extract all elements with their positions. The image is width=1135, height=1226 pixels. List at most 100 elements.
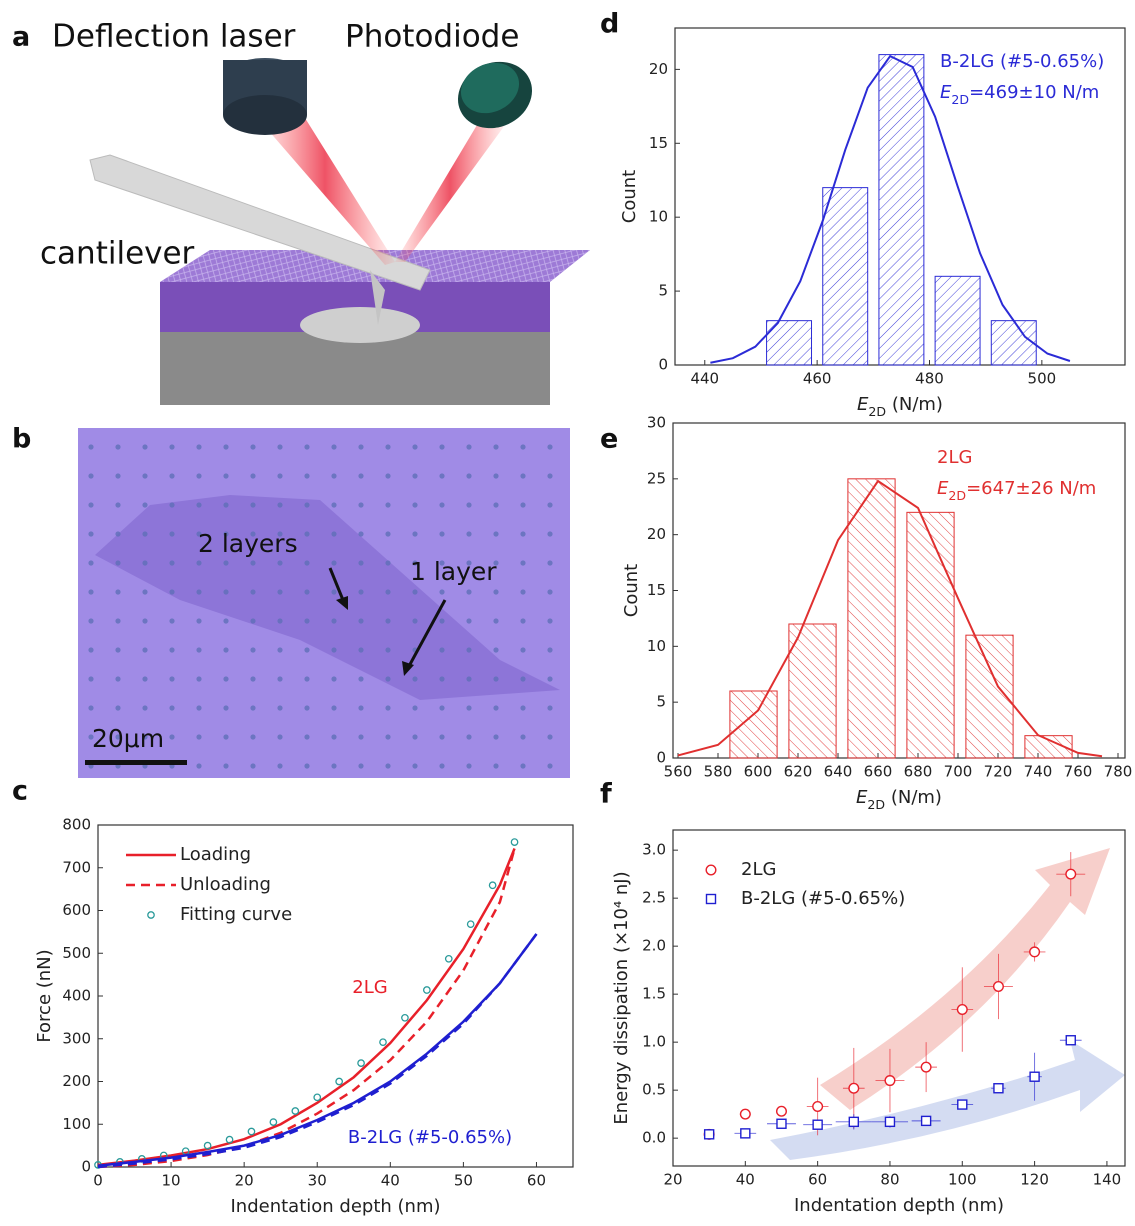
y-tick-label: 300: [62, 1029, 91, 1047]
illustration-label: cantilever: [40, 236, 195, 272]
y-tick-label: 800: [62, 816, 91, 834]
panel-label: c: [12, 776, 28, 807]
x-tick-label: 80: [880, 1171, 899, 1189]
illustration-label: Deflection laser: [52, 19, 296, 55]
panel-label: e: [600, 424, 618, 455]
y-axis-label: Energy dissipation (×10⁴ nJ): [611, 871, 632, 1124]
x-tick-label: 40: [381, 1172, 400, 1190]
trend-arrow: [770, 1040, 1125, 1160]
label-part: E: [857, 394, 869, 415]
x-tick-label: 60: [808, 1171, 827, 1189]
y-tick-label: 10: [649, 208, 668, 226]
axis-label: E2D=647±26 N/m: [937, 478, 1096, 503]
x-tick-label: 740: [1024, 763, 1053, 781]
y-tick-label: 2.0: [642, 937, 666, 955]
fit-curve: [677, 479, 1103, 758]
legend-label: B-2LG (#5-0.65%): [741, 888, 905, 909]
y-tick-label: 10: [647, 637, 666, 655]
marker: [956, 1004, 968, 1016]
y-tick-label: 25: [647, 469, 666, 487]
plot-frame: [97, 824, 574, 1168]
marker: [920, 1061, 932, 1073]
legend-label: 2LG: [741, 859, 776, 880]
marker: [269, 1118, 278, 1126]
y-tick-label: 0: [81, 1158, 91, 1176]
marker: [466, 920, 475, 929]
y-tick-label: 0.0: [642, 1129, 666, 1147]
x-tick-label: 120: [1020, 1171, 1049, 1189]
histogram-bar: [878, 54, 925, 366]
series-line: [97, 933, 538, 1169]
panel-label: a: [12, 22, 30, 53]
marker: [812, 1100, 824, 1112]
y-axis-label: Force (nN): [34, 949, 55, 1042]
histogram-bar: [788, 623, 837, 759]
trend-arrow: [820, 848, 1110, 1110]
marker: [848, 1082, 860, 1094]
label-part: E: [856, 787, 868, 808]
marker: [812, 1119, 823, 1130]
marker: [291, 1107, 300, 1115]
y-axis-label: Count: [619, 170, 640, 223]
label-part: 2D: [868, 404, 886, 419]
histogram-bar: [822, 187, 869, 366]
label-part: 2D: [867, 797, 885, 812]
illustration-label: Photodiode: [345, 19, 519, 55]
marker: [776, 1118, 787, 1129]
x-tick-label: 560: [664, 763, 693, 781]
y-tick-label: 30: [647, 414, 666, 432]
x-axis-label: Indentation depth (nm): [794, 1195, 1004, 1216]
series-line: [97, 848, 516, 1167]
annotation: 2LG: [352, 977, 387, 998]
x-tick-label: 480: [915, 370, 944, 388]
label-part: 2D: [951, 92, 969, 107]
legend-label: Loading: [180, 844, 251, 865]
marker: [422, 986, 431, 994]
label-part: =469±10 N/m: [969, 82, 1099, 103]
marker: [510, 838, 519, 846]
annotation: B-2LG (#5-0.65%): [348, 1127, 512, 1148]
histogram-bar: [990, 320, 1037, 366]
marker: [313, 1093, 322, 1102]
marker: [740, 1128, 751, 1139]
y-tick-label: 5: [656, 693, 666, 711]
annotation: 2LG: [937, 447, 972, 468]
scale-bar-label: 20μm: [92, 724, 164, 753]
y-tick-label: 500: [62, 944, 91, 962]
marker: [992, 980, 1004, 992]
x-tick-label: 700: [944, 763, 973, 781]
label-part: (N/m): [885, 787, 942, 808]
x-axis-label: Indentation depth (nm): [230, 1196, 440, 1217]
x-tick-label: 10: [162, 1172, 181, 1190]
marker: [1029, 1071, 1040, 1082]
x-tick-label: 60: [527, 1172, 546, 1190]
marker: [488, 881, 497, 890]
x-tick-label: 140: [1093, 1171, 1122, 1189]
x-tick-label: 40: [736, 1171, 755, 1189]
y-tick-label: 1.5: [642, 985, 666, 1003]
y-tick-label: 15: [647, 581, 666, 599]
marker: [775, 1105, 787, 1117]
x-tick-label: 0: [93, 1172, 103, 1190]
label-part: E: [937, 478, 949, 499]
marker: [247, 1127, 256, 1136]
y-tick-label: 0: [658, 356, 668, 374]
illustration: [89, 58, 590, 405]
label-part: =647±26 N/m: [966, 478, 1096, 499]
x-tick-label: 100: [948, 1171, 977, 1189]
x-tick-label: 30: [308, 1172, 327, 1190]
micrograph-label: 1 layer: [410, 557, 497, 586]
marker: [401, 1013, 409, 1022]
y-tick-label: 2.5: [642, 889, 666, 907]
y-tick-label: 0.5: [642, 1081, 666, 1099]
y-tick-label: 20: [649, 60, 668, 78]
y-tick-label: 3.0: [642, 841, 666, 859]
marker: [848, 1116, 859, 1128]
x-tick-label: 50: [454, 1172, 473, 1190]
marker: [1065, 1035, 1076, 1046]
x-tick-label: 720: [984, 763, 1013, 781]
marker: [920, 1115, 932, 1127]
plot-frame: [672, 829, 1126, 1167]
x-tick-label: 580: [704, 763, 733, 781]
